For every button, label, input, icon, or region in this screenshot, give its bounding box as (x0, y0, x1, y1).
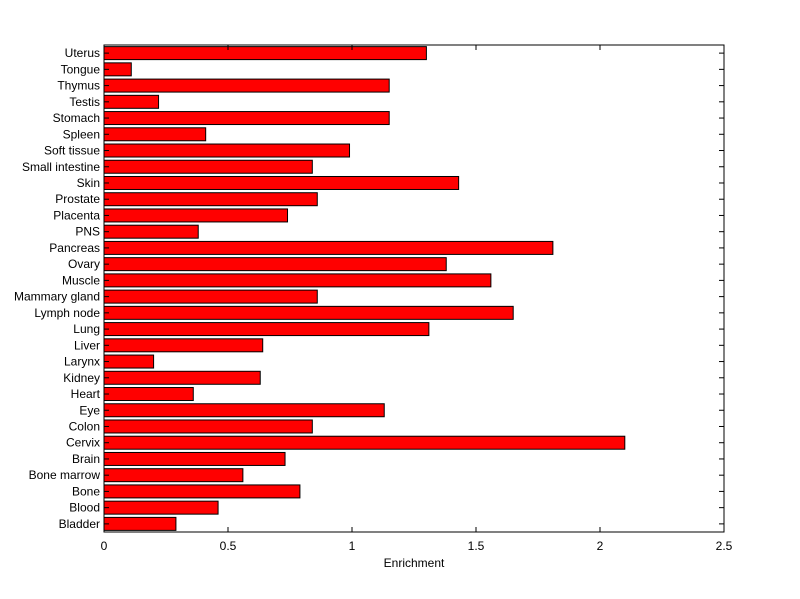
y-tick-label: Larynx (64, 355, 100, 369)
y-tick-label: Thymus (57, 79, 100, 93)
y-tick-label: Skin (77, 176, 100, 190)
bar-testis (103, 94, 160, 109)
x-axis-label: Enrichment (384, 556, 445, 570)
x-tick-label: 2 (597, 539, 604, 553)
bar-muscle (103, 273, 492, 288)
y-tick-label: Muscle (62, 273, 100, 287)
bar-skin (103, 175, 460, 190)
y-tick-label: Mammary gland (14, 290, 100, 304)
y-tick-label: Spleen (63, 127, 100, 141)
bar-prostate (103, 192, 318, 207)
y-tick-label: Small intestine (22, 160, 100, 174)
y-tick-label: Uterus (65, 46, 100, 60)
bar-colon (103, 419, 313, 434)
y-tick-label: Bone marrow (29, 468, 101, 482)
x-tick-label: 0.5 (220, 539, 237, 553)
bar-kidney (103, 370, 261, 385)
bar-ovary (103, 257, 447, 272)
bar-uterus (103, 46, 427, 61)
bar-stomach (103, 111, 390, 126)
bar-bone-marrow (103, 468, 244, 483)
bar-eye (103, 403, 385, 418)
x-tick-label: 1.5 (468, 539, 485, 553)
y-tick-label: Bone (72, 484, 100, 498)
bar-liver (103, 338, 264, 353)
bar-thymus (103, 78, 390, 93)
bar-placenta (103, 208, 289, 223)
y-tick-label: Ovary (68, 257, 100, 271)
bar-lung (103, 322, 430, 337)
bar-mammary-gland (103, 289, 318, 304)
y-tick-label: PNS (75, 225, 100, 239)
y-tick-label: Bladder (59, 517, 100, 531)
bar-brain (103, 451, 286, 466)
bar-small-intestine (103, 159, 313, 174)
y-tick-label: Placenta (53, 208, 100, 222)
bar-lymph-node (103, 305, 514, 320)
bar-cervix (103, 435, 626, 450)
y-tick-label: Eye (79, 403, 100, 417)
x-tick-label: 2.5 (716, 539, 733, 553)
y-tick-label: Prostate (55, 192, 100, 206)
bar-bone (103, 484, 301, 499)
y-tick-label: Lymph node (34, 306, 100, 320)
y-tick-label: Kidney (63, 371, 100, 385)
y-tick-label: Stomach (53, 111, 100, 125)
y-tick-label: Brain (72, 452, 100, 466)
plot-area (104, 45, 724, 532)
ticks-layer (103, 45, 725, 532)
y-tick-label: Testis (69, 95, 100, 109)
bar-blood (103, 500, 219, 515)
labels-layer: Uterus Tongue Thymus Testis Stomach Spleen Sof… (14, 46, 733, 553)
y-tick-label: Soft tissue (44, 144, 100, 158)
bar-spleen (103, 127, 207, 142)
bar-bladder (103, 516, 177, 531)
y-tick-label: Blood (69, 501, 100, 515)
y-tick-label: Colon (69, 419, 100, 433)
y-tick-label: Liver (74, 338, 100, 352)
x-tick-label: 0 (101, 539, 108, 553)
bar-larynx (103, 354, 155, 369)
y-tick-label: Lung (73, 322, 100, 336)
bar-soft-tissue (103, 143, 351, 158)
y-tick-label: Pancreas (49, 241, 100, 255)
plot-frame (103, 44, 725, 533)
bar-pancreas (103, 240, 554, 255)
y-tick-label: Heart (71, 387, 101, 401)
x-tick-label: 1 (349, 539, 356, 553)
bar-pns (103, 224, 199, 239)
y-tick-label: Cervix (66, 436, 100, 450)
y-tick-label: Tongue (61, 62, 101, 76)
bar-heart (103, 387, 194, 402)
